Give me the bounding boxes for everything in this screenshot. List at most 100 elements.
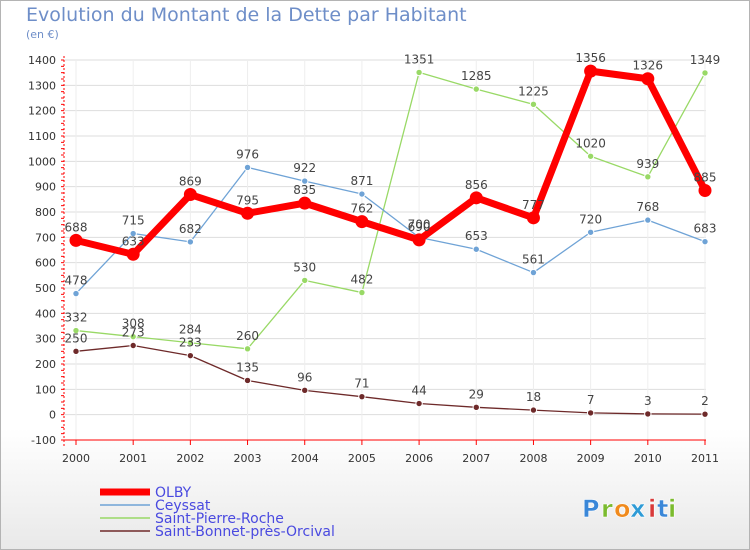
data-label: 690	[408, 220, 431, 234]
data-point	[586, 228, 595, 236]
data-point	[186, 339, 195, 347]
data-label: 2	[701, 394, 709, 408]
data-point	[243, 376, 252, 385]
y-tick-label: 1100	[28, 130, 56, 143]
x-tick-label: 2006	[405, 452, 433, 465]
data-point	[355, 215, 369, 229]
chart-subtitle: (en €)	[26, 28, 59, 41]
x-tick-label: 2004	[291, 452, 319, 465]
data-point	[644, 410, 652, 418]
legend-label: Saint-Pierre-Roche	[155, 511, 284, 527]
data-label: 1326	[633, 59, 664, 73]
logo-letter: t	[657, 495, 668, 523]
data-point	[469, 191, 483, 205]
data-point	[183, 188, 197, 202]
y-tick-label: 400	[35, 307, 56, 320]
data-point	[526, 211, 540, 225]
logo-letter: r	[601, 495, 613, 523]
data-label: 869	[179, 175, 202, 189]
data-label: 856	[465, 178, 488, 192]
data-point	[415, 68, 423, 77]
data-point	[358, 288, 366, 297]
x-tick-label: 2003	[234, 452, 262, 465]
data-point	[301, 276, 309, 285]
data-point	[698, 183, 712, 197]
data-label: 260	[236, 329, 259, 343]
data-label: 44	[411, 384, 426, 398]
data-label: 795	[236, 193, 259, 207]
data-point	[586, 409, 595, 417]
data-point	[472, 85, 480, 93]
series-line-OLBY	[75, 67, 709, 258]
data-label: 682	[179, 222, 202, 236]
y-tick-label: -100	[31, 434, 56, 447]
data-point	[472, 403, 480, 412]
data-label: 29	[469, 387, 484, 401]
series-line-Saint-Pierre-Roche	[75, 71, 706, 350]
data-label: 1349	[690, 53, 721, 67]
data-label: 683	[694, 222, 717, 236]
data-label: 835	[293, 183, 316, 197]
data-point	[129, 341, 137, 350]
data-label: 71	[354, 377, 369, 391]
data-label: 3	[644, 394, 652, 408]
y-tick-label: 500	[35, 282, 56, 295]
data-point	[358, 392, 366, 401]
data-point	[243, 163, 252, 172]
data-point	[644, 173, 652, 181]
data-point	[415, 399, 423, 408]
legend-label: Saint-Bonnet-près-Orcival	[155, 524, 335, 540]
data-point	[644, 216, 652, 224]
data-label: 332	[65, 311, 88, 325]
x-tick-label: 2002	[176, 452, 204, 465]
data-label: 482	[350, 273, 373, 287]
y-tick-label: 1200	[28, 105, 56, 118]
x-tick-label: 2011	[691, 452, 719, 465]
data-label: 715	[122, 214, 145, 228]
logo-letter: o	[614, 495, 631, 523]
data-point	[72, 347, 80, 356]
y-tick-label: 1300	[28, 79, 56, 92]
data-label: 688	[65, 220, 88, 234]
data-point	[472, 245, 480, 253]
data-label: 561	[522, 253, 545, 267]
series-line-Saint-Bonnet-près-Orcival	[75, 344, 706, 415]
data-point	[72, 289, 80, 298]
data-label: 96	[297, 370, 312, 384]
data-point	[298, 196, 312, 210]
data-label: 777	[522, 198, 545, 212]
y-tick-label: 1000	[28, 155, 56, 168]
data-label: 308	[122, 317, 145, 331]
data-point	[129, 332, 137, 341]
data-point	[529, 406, 538, 414]
data-label: 1351	[404, 52, 435, 66]
data-label: 633	[122, 234, 145, 248]
data-label: 762	[350, 202, 373, 216]
data-label: 273	[122, 326, 145, 340]
data-label: 7	[587, 393, 595, 407]
data-point	[701, 237, 709, 246]
data-point	[126, 247, 140, 261]
data-label: 885	[694, 170, 717, 184]
data-label: 284	[179, 323, 202, 337]
data-label: 871	[350, 174, 373, 188]
x-tick-label: 2001	[119, 452, 147, 465]
x-tick-label: 2008	[519, 452, 547, 465]
data-point	[129, 229, 137, 238]
chart-title: Evolution du Montant de la Dette par Hab…	[26, 4, 467, 26]
data-point	[301, 177, 309, 185]
data-label: 939	[636, 157, 659, 171]
data-point	[69, 233, 83, 247]
plot-area	[64, 60, 706, 440]
data-point	[358, 190, 366, 198]
legend-label: Ceyssat	[155, 498, 211, 514]
data-point	[412, 233, 426, 247]
data-point	[186, 351, 195, 360]
y-tick-label: 700	[35, 231, 56, 244]
data-label: 1225	[518, 84, 549, 98]
data-point	[186, 238, 195, 246]
data-label: 653	[465, 229, 488, 243]
data-label: 700	[408, 217, 431, 231]
logo-letter: i	[648, 495, 656, 523]
